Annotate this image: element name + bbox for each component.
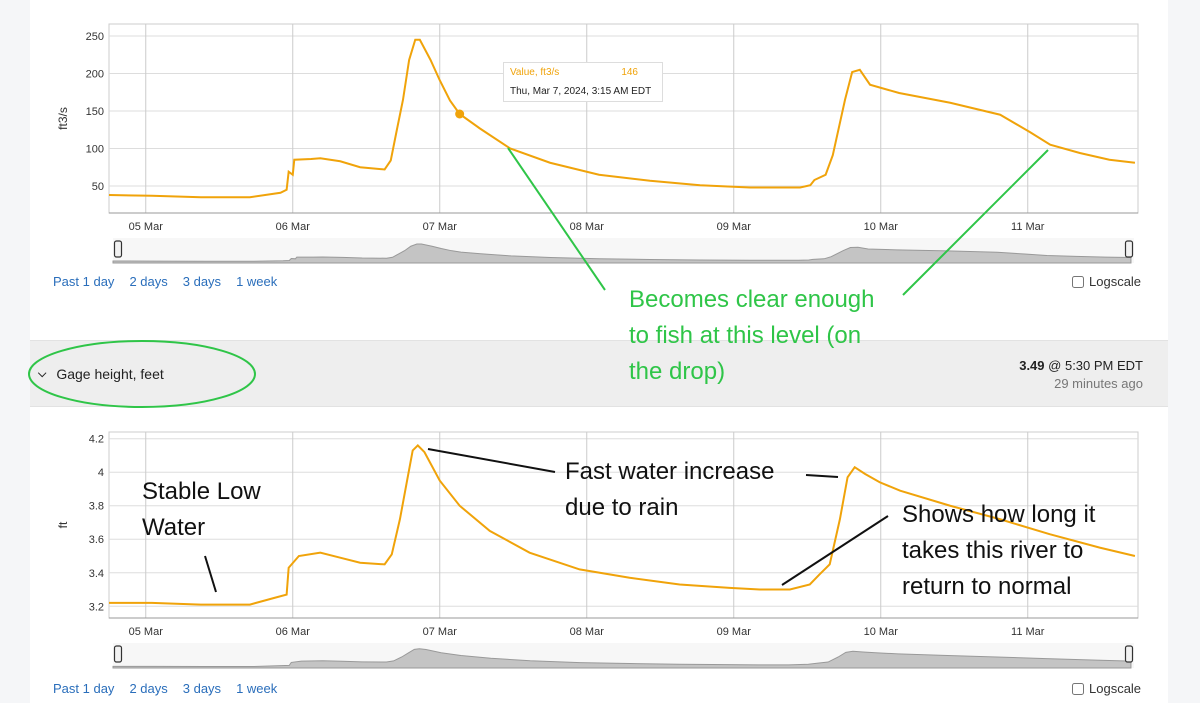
navigator-handle-right[interactable] xyxy=(1124,240,1134,258)
tooltip-value: 146 xyxy=(621,67,638,78)
gage-height-header[interactable] xyxy=(30,340,1168,407)
annotation-stable-low: Stable Low Water xyxy=(142,478,261,541)
latest-value: 3.49 xyxy=(1019,358,1045,373)
gage-height-toggle[interactable]: ⌵ Gage height, feet xyxy=(38,366,164,382)
x-tick-label: 10 Mar xyxy=(864,626,899,638)
navigator-area xyxy=(112,648,1132,669)
range-3-days[interactable]: 3 days xyxy=(182,681,222,696)
range-1-week[interactable]: 1 week xyxy=(236,681,278,696)
x-tick-label: 11 Mar xyxy=(1011,626,1045,638)
y-tick-label: 3.4 xyxy=(89,568,104,580)
annotation-clear-to-fish: Becomes clear enough to fish at this lev… xyxy=(629,286,875,385)
logscale-label: Logscale xyxy=(1089,681,1142,696)
x-tick-label: 09 Mar xyxy=(717,626,752,638)
latest-ago: 29 minutes ago xyxy=(1054,376,1143,391)
logscale-toggle-gage[interactable]: Logscale xyxy=(1072,681,1141,696)
range-links-gage: Past 1 day 2 days 3 days 1 week xyxy=(53,681,277,696)
y-tick-label: 3.8 xyxy=(89,501,104,513)
y-tick-label: 3.2 xyxy=(89,601,104,613)
range-1-week[interactable]: 1 week xyxy=(236,274,278,289)
y-tick-label: 4.2 xyxy=(89,434,104,446)
range-3-days[interactable]: 3 days xyxy=(182,274,222,289)
x-tick-label: 05 Mar xyxy=(129,221,164,233)
chevron-down-icon: ⌵ xyxy=(38,367,47,380)
x-tick-label: 06 Mar xyxy=(276,626,311,638)
y-tick-label: 100 xyxy=(86,144,104,156)
logscale-checkbox[interactable] xyxy=(1072,275,1084,288)
discharge-chart: 50 100 150 200 250 05 Mar 06 Mar 07 Mar 08 Mar 09… xyxy=(56,23,1139,264)
y-tick-label: 3.6 xyxy=(89,534,104,546)
range-2-days[interactable]: 2 days xyxy=(129,681,168,696)
plot-area xyxy=(108,23,1139,214)
x-tick-label: 08 Mar xyxy=(570,626,605,638)
x-tick-label: 07 Mar xyxy=(423,626,458,638)
logscale-label: Logscale xyxy=(1089,274,1142,289)
plot-area xyxy=(108,431,1139,619)
y-axis-title: ft3/s xyxy=(56,107,70,130)
x-tick-label: 05 Mar xyxy=(129,626,164,638)
navigator-handle-right[interactable] xyxy=(1124,645,1134,663)
range-past-1-day[interactable]: Past 1 day xyxy=(53,681,115,696)
series-line xyxy=(108,38,1136,199)
highlight-point xyxy=(455,109,465,119)
logscale-toggle-discharge[interactable]: Logscale xyxy=(1072,274,1141,289)
y-tick-label: 250 xyxy=(86,31,104,43)
x-tick-label: 08 Mar xyxy=(570,221,605,233)
x-tick-label: 07 Mar xyxy=(423,221,458,233)
chart-tooltip: Value, ft3/s 146 Thu, Mar 7, 2024, 3:15 A… xyxy=(503,62,663,102)
tooltip-series: Value, ft3/s xyxy=(510,67,560,78)
navigator-handle-left[interactable] xyxy=(113,645,123,663)
gage-height-chart: 3.2 3.4 3.6 3.8 4 4.2 05 Mar 06 Mar 07 Mar 08 Mar… xyxy=(56,431,1139,669)
tooltip-time: Thu, Mar 7, 2024, 3:15 AM EDT xyxy=(510,86,652,97)
range-past-1-day[interactable]: Past 1 day xyxy=(53,274,115,289)
annotation-return-normal: Shows how long it takes this river to re… xyxy=(902,501,1096,600)
latest-time: @ 5:30 PM EDT xyxy=(1048,358,1143,373)
x-tick-label: 09 Mar xyxy=(717,221,752,233)
range-links-discharge: Past 1 day 2 days 3 days 1 week xyxy=(53,274,277,289)
annotation-fast-increase: Fast water increase due to rain xyxy=(565,458,775,521)
x-tick-label: 10 Mar xyxy=(864,221,899,233)
logscale-checkbox[interactable] xyxy=(1072,682,1084,695)
y-tick-label: 150 xyxy=(86,106,104,118)
series-line xyxy=(109,443,1136,606)
parameter-label: Gage height, feet xyxy=(56,366,164,382)
latest-reading: 3.49 @ 5:30 PM EDT 29 minutes ago xyxy=(1019,358,1143,391)
y-tick-label: 200 xyxy=(86,69,104,81)
y-tick-label: 50 xyxy=(92,181,104,193)
x-tick-label: 06 Mar xyxy=(276,221,311,233)
y-axis-title: ft xyxy=(56,521,70,528)
navigator-handle-left[interactable] xyxy=(113,240,123,258)
range-2-days[interactable]: 2 days xyxy=(129,274,168,289)
x-tick-label: 11 Mar xyxy=(1011,221,1045,233)
y-tick-label: 4 xyxy=(98,467,104,479)
